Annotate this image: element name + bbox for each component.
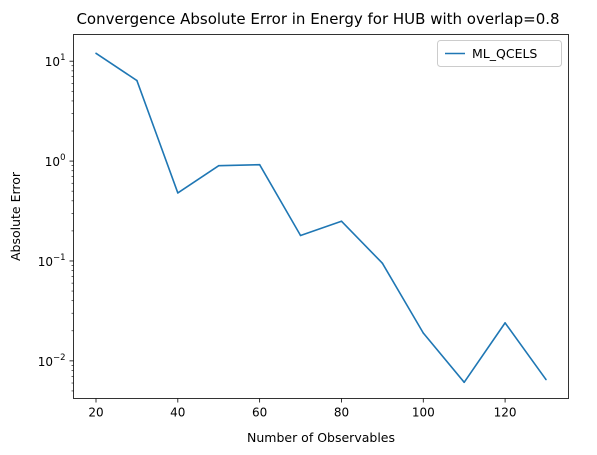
data-point <box>340 220 343 223</box>
x-tick-label: 120 <box>494 406 517 420</box>
legend: ML_QCELS <box>437 40 562 67</box>
series-layer <box>95 52 547 384</box>
data-point <box>504 322 506 324</box>
data-point <box>299 234 302 237</box>
data-point <box>95 52 97 55</box>
data-point <box>545 378 547 381</box>
legend-label: ML_QCELS <box>472 46 537 61</box>
x-tick-label: 100 <box>412 406 435 420</box>
x-tick-label: 20 <box>88 406 103 420</box>
y-tick-label: 10−1 <box>38 253 66 269</box>
data-point <box>422 332 425 334</box>
data-point <box>463 381 465 384</box>
x-tick-label: 80 <box>334 406 349 420</box>
x-axis-label: Number of Observables <box>247 430 395 445</box>
data-point <box>381 262 384 264</box>
data-point <box>217 164 220 167</box>
y-axis: 101 100 10−1 10−2 <box>38 53 74 392</box>
chart-title: Convergence Absolute Error in Energy for… <box>76 10 559 28</box>
legend-box <box>437 40 562 67</box>
data-point <box>177 192 179 194</box>
x-axis: 20 40 60 80 100 120 <box>88 398 517 420</box>
series-line <box>95 52 547 384</box>
data-point <box>136 79 138 82</box>
plot-frame <box>73 34 569 399</box>
y-tick-label: 100 <box>45 153 66 169</box>
data-point <box>258 163 261 166</box>
y-axis-label: Absolute Error <box>8 171 23 261</box>
plot-area <box>73 34 569 399</box>
x-tick-label: 40 <box>170 406 185 420</box>
y-tick-label: 10−2 <box>38 353 66 369</box>
x-tick-label: 60 <box>252 406 267 420</box>
y-tick-label: 101 <box>45 53 66 69</box>
